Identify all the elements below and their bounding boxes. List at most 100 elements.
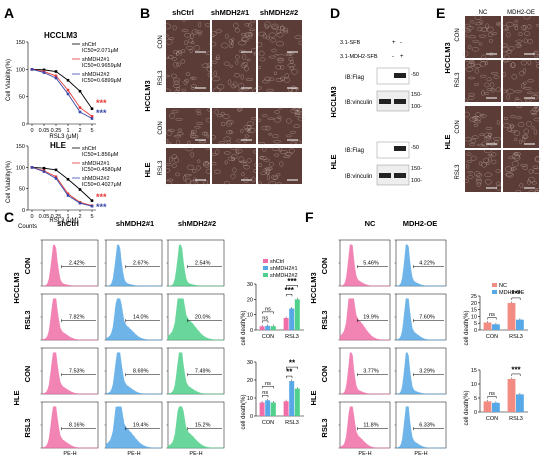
flag-band: [394, 146, 406, 151]
cell-outline: [513, 152, 519, 156]
cell-outline: [286, 134, 292, 138]
panel-label-c: C: [4, 209, 14, 225]
cell-outline: [257, 118, 262, 122]
x-category-label: CON: [486, 416, 498, 422]
vinculin-band: [394, 99, 406, 104]
cell-outline: [238, 40, 247, 46]
cell-outline: [201, 63, 210, 68]
cell-outline: [513, 130, 521, 136]
micrograph-image: [166, 108, 210, 144]
cell-outline: [266, 88, 275, 92]
cell-outline: [527, 59, 532, 66]
legend-entry: shCtrl: [270, 259, 284, 265]
data-point: [66, 78, 70, 82]
cell-outline: [516, 116, 522, 120]
cell-outline: [251, 117, 258, 121]
cell-outline: [466, 152, 472, 156]
row-label: RSL3: [320, 418, 329, 437]
cell-outline: [288, 52, 294, 56]
cell-outline: [183, 175, 187, 181]
cell-outline: [475, 112, 481, 117]
cell-outline: [271, 25, 278, 29]
cell-outline: [183, 79, 188, 86]
cell-outline: [533, 51, 539, 58]
column-header: shMDH2#1: [116, 219, 154, 228]
cell-outline: [191, 130, 194, 136]
column-header: shCtrl: [57, 219, 79, 228]
cell-outline: [523, 24, 526, 30]
cell-outline: [526, 121, 532, 127]
cell-outline: [474, 14, 482, 20]
cell-outline: [462, 50, 469, 57]
column-header: NC: [479, 10, 488, 16]
cell-outline: [176, 51, 180, 56]
cell-outline: [264, 21, 271, 28]
cell-outline: [258, 163, 263, 167]
cell-outline: [502, 71, 506, 78]
cell-outline: [177, 132, 184, 136]
y-tick-label: 20: [247, 297, 253, 303]
row-label: CON: [320, 258, 329, 275]
histogram-peak: [167, 352, 224, 395]
cell-outline: [205, 118, 211, 123]
lane-header: 3.1-SFB: [340, 40, 361, 46]
y-tick-label: 0: [474, 328, 477, 334]
cell-outline: [505, 27, 510, 31]
y-tick-label: 10: [247, 396, 253, 402]
data-point: [42, 71, 46, 74]
cell-outline: [473, 123, 478, 127]
cell-outline: [488, 39, 493, 43]
significance-bracket: [487, 317, 497, 320]
cell-outline: [473, 116, 477, 119]
cell-outline: [250, 19, 255, 23]
cell-outline: [236, 106, 242, 112]
cell-outline: [523, 14, 531, 20]
cell-outline: [484, 135, 492, 141]
cell-outline: [211, 153, 217, 156]
cell-outline: [224, 160, 228, 165]
cell-outline: [189, 133, 197, 139]
cell-outline: [533, 92, 541, 96]
cell-outline: [515, 97, 519, 100]
data-point: [54, 76, 58, 80]
data-point: [78, 188, 82, 191]
cell-outline: [175, 117, 183, 121]
cell-outline: [502, 58, 511, 62]
histogram-peak: [167, 406, 224, 449]
cell-outline: [239, 160, 247, 163]
cell-outline: [484, 82, 490, 88]
group-label: HLE: [443, 135, 452, 150]
cell-outline: [267, 117, 275, 120]
x-tick-label: 2: [78, 128, 81, 134]
cell-outline: [512, 153, 520, 160]
cell-outline: [528, 169, 534, 174]
column-header: shCtrl: [172, 8, 194, 17]
cell-outline: [201, 131, 207, 136]
legend-entry: shMDH2#2: [82, 72, 110, 78]
x-tick-label: 0.25: [51, 128, 62, 134]
cell-outline: [474, 171, 481, 177]
cell-outline: [209, 41, 217, 47]
cell-outline: [203, 131, 209, 136]
cell-outline: [251, 176, 256, 183]
cell-outline: [168, 55, 174, 59]
y-tick-label: 5: [474, 321, 477, 327]
y-tick-label: 150: [16, 144, 25, 150]
cell-outline: [509, 130, 517, 133]
y-tick-label: 0: [22, 122, 25, 128]
significance-bracket: [262, 386, 274, 389]
cell-outline: [168, 156, 173, 163]
row-label: CON: [320, 366, 329, 383]
mw-marker: 100-: [411, 178, 422, 184]
x-axis-label: PE-H: [127, 451, 140, 457]
histogram-peak: [339, 244, 390, 287]
cell-outline: [510, 115, 516, 119]
cell-outline: [257, 42, 263, 48]
cell-outline: [236, 138, 241, 143]
cell-outline: [510, 167, 518, 171]
cell-outline: [242, 54, 247, 60]
lane-sign: +: [400, 54, 404, 60]
viability-legend: shCtrl IC50=1.856μM shMDH2#1 IC50=0.4580…: [72, 146, 122, 188]
cell-outline: [464, 98, 468, 104]
data-point: [42, 166, 46, 170]
